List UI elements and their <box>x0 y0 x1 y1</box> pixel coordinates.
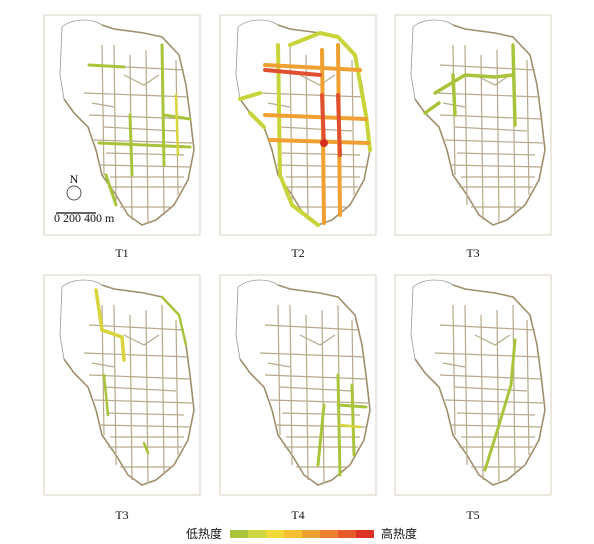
panel-t4 <box>219 274 377 496</box>
panel-frame <box>43 274 201 496</box>
panel-frame <box>219 274 377 496</box>
panel-t1: N 0 200 400 m <box>43 14 201 236</box>
scale-label: 0 200 400 m <box>54 211 115 225</box>
panel-frame <box>394 14 552 236</box>
legend: 低热度 高热度 <box>186 526 417 541</box>
panel-t3b <box>43 274 201 496</box>
panel-label: T2 <box>291 246 304 260</box>
panel-label: T3 <box>115 508 128 522</box>
panel-label: T1 <box>115 246 128 260</box>
panel-frame <box>394 274 552 496</box>
panel-t5 <box>394 274 552 496</box>
panel-label: T4 <box>291 508 304 522</box>
north-arrow <box>66 185 82 201</box>
legend-low: 低热度 <box>186 526 222 541</box>
panel-t2 <box>219 14 377 236</box>
panel-t3a <box>394 14 552 236</box>
panel-label: T5 <box>466 508 479 522</box>
legend-high: 高热度 <box>381 526 417 541</box>
north-label: N <box>70 172 79 186</box>
panel-label: T3 <box>466 246 479 260</box>
